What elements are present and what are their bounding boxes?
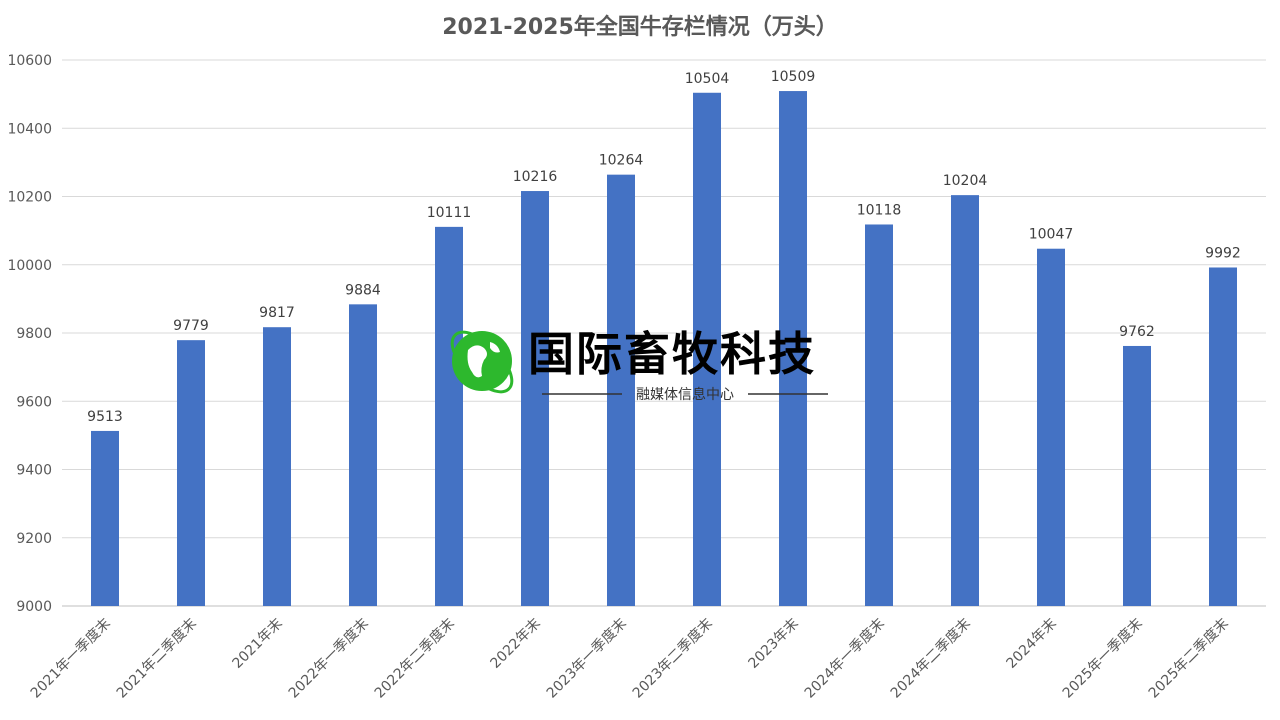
y-tick-label: 9000 (16, 599, 52, 615)
x-tick-label: 2021年二季度末 (114, 616, 200, 702)
data-label: 10047 (1029, 227, 1074, 243)
x-tick-label: 2025年一季度末 (1060, 616, 1146, 702)
x-tick-label: 2023年一季度末 (544, 616, 630, 702)
data-label: 9513 (87, 409, 123, 425)
y-tick-label: 10600 (7, 53, 52, 69)
x-tick-label: 2023年末 (746, 616, 802, 672)
x-tick-label: 2021年一季度末 (28, 616, 114, 702)
data-label: 9992 (1205, 245, 1241, 261)
y-tick-label: 10200 (7, 190, 52, 206)
data-label: 10111 (427, 205, 472, 221)
x-tick-label: 2021年末 (230, 616, 286, 672)
bar (349, 304, 377, 606)
data-label: 9762 (1119, 324, 1155, 340)
data-label: 10118 (857, 202, 902, 218)
x-tick-label: 2022年二季度末 (372, 616, 458, 702)
x-tick-label: 2024年二季度末 (888, 616, 974, 702)
bar (865, 224, 893, 607)
x-tick-label: 2022年一季度末 (286, 616, 372, 702)
x-tick-label: 2024年末 (1004, 616, 1060, 672)
data-label: 10204 (943, 173, 988, 189)
y-tick-label: 9400 (16, 463, 52, 479)
bar (91, 430, 119, 606)
y-tick-label: 9600 (16, 394, 52, 410)
data-label: 9884 (345, 282, 381, 298)
y-tick-label: 9800 (16, 326, 52, 342)
data-label: 10264 (599, 153, 644, 169)
data-label: 10509 (771, 69, 816, 85)
chart-title: 2021-2025年全国牛存栏情况（万头） (442, 14, 838, 40)
y-tick-label: 10000 (7, 258, 52, 274)
bar (693, 92, 721, 606)
bar (1037, 248, 1065, 606)
watermark-title: 国际畜牧科技 (528, 327, 816, 381)
globe-icon (450, 330, 514, 394)
bar (607, 174, 635, 606)
x-tick-label: 2024年一季度末 (802, 616, 888, 702)
y-tick-label: 9200 (16, 531, 52, 547)
y-tick-label: 10400 (7, 121, 52, 137)
watermark-subtitle: 融媒体信息中心 (636, 386, 734, 403)
bar (263, 327, 291, 606)
bar (1209, 267, 1237, 606)
x-tick-label: 2022年末 (488, 616, 544, 672)
bar (951, 195, 979, 606)
bar (521, 191, 549, 607)
bar (177, 340, 205, 606)
data-label: 9817 (259, 305, 295, 321)
x-tick-label: 2023年二季度末 (630, 616, 716, 702)
bar (435, 226, 463, 606)
bar (779, 91, 807, 606)
x-tick-label: 2025年二季度末 (1146, 616, 1232, 702)
watermark-logo: 国际畜牧科技 融媒体信息中心 (450, 327, 828, 403)
data-label: 10216 (513, 169, 558, 185)
data-label: 9779 (173, 318, 209, 334)
data-label: 10504 (685, 71, 730, 87)
bar (1123, 345, 1151, 606)
